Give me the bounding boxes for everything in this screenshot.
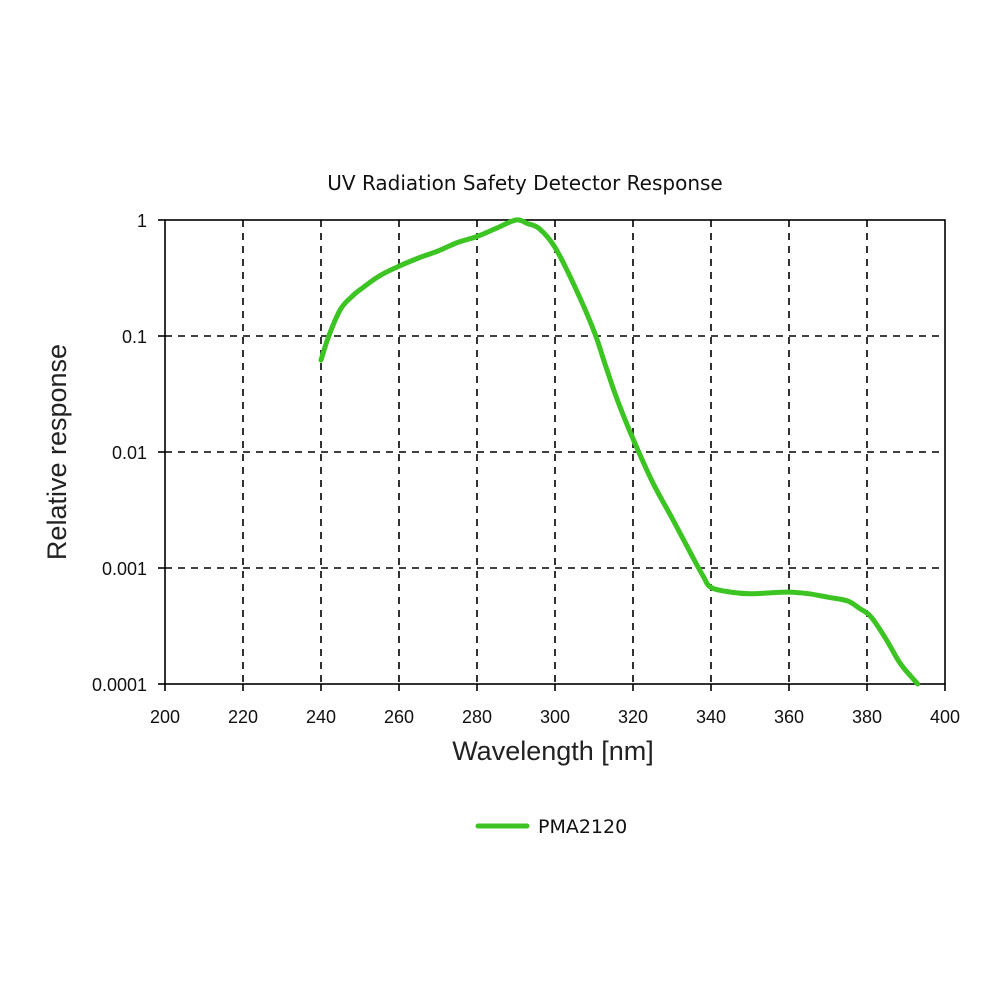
data-point: [631, 437, 635, 440]
y-tick-label: 0.001: [102, 559, 147, 579]
grid-lines: [165, 220, 945, 684]
data-point: [319, 358, 323, 362]
data-point: [604, 364, 607, 368]
data-point: [514, 218, 518, 222]
data-point: [807, 592, 810, 595]
data-point: [417, 256, 420, 260]
data-point: [378, 274, 381, 278]
y-tick-label: 0.0001: [92, 675, 147, 695]
data-point: [748, 592, 752, 595]
x-tick-label: 280: [462, 707, 492, 727]
data-point: [885, 638, 888, 642]
data-point: [475, 235, 479, 238]
data-point: [709, 586, 713, 589]
legend-label-pma2120: PMA2120: [538, 816, 627, 838]
data-point: [858, 607, 861, 610]
data-point: [592, 330, 596, 333]
x-tick-label: 400: [930, 707, 960, 727]
data-point: [846, 599, 849, 603]
x-tick-label: 320: [618, 707, 648, 727]
y-axis-ticks: 0.0001 0.001 0.01 0.1 1: [92, 211, 165, 695]
data-point: [869, 615, 873, 618]
data-point: [729, 590, 732, 594]
x-tick-label: 300: [540, 707, 570, 727]
x-tick-label: 260: [384, 707, 414, 727]
x-tick-label: 380: [852, 707, 882, 727]
x-axis-label: Wavelength [nm]: [452, 736, 654, 766]
data-point: [573, 284, 576, 288]
data-point: [397, 265, 401, 268]
data-point: [616, 398, 619, 402]
x-tick-label: 240: [306, 707, 336, 727]
data-point: [897, 659, 900, 662]
data-point: [436, 249, 440, 253]
data-point: [358, 288, 362, 291]
data-point: [670, 516, 674, 520]
y-tick-label: 1: [137, 211, 147, 231]
data-point: [339, 308, 342, 311]
data-point: [538, 227, 541, 230]
data-point: [553, 246, 557, 249]
x-axis-ticks: 200 220 240 260 280 300 320 340 360 380 400: [150, 684, 960, 727]
legend: PMA2120: [475, 816, 627, 838]
chart-title: UV Radiation Safety Detector Response: [327, 171, 722, 195]
series-layer: [318, 217, 921, 687]
x-tick-label: 200: [150, 707, 180, 727]
data-point: [495, 227, 498, 230]
data-point: [826, 596, 830, 599]
y-tick-label: 0.1: [122, 327, 147, 347]
data-point: [787, 590, 791, 594]
data-point: [327, 334, 330, 338]
data-point: [651, 480, 654, 484]
x-tick-label: 340: [696, 707, 726, 727]
data-point: [702, 575, 705, 578]
data-point: [351, 295, 354, 298]
x-tick-label: 360: [774, 707, 804, 727]
data-point: [916, 682, 919, 686]
y-axis-label: Relative response: [42, 344, 72, 560]
data-point: [768, 591, 771, 595]
x-tick-label: 220: [228, 707, 258, 727]
data-point: [690, 553, 693, 556]
data-point: [526, 222, 529, 225]
y-tick-label: 0.01: [112, 443, 147, 463]
data-point: [456, 241, 459, 244]
data-point: [904, 669, 908, 672]
